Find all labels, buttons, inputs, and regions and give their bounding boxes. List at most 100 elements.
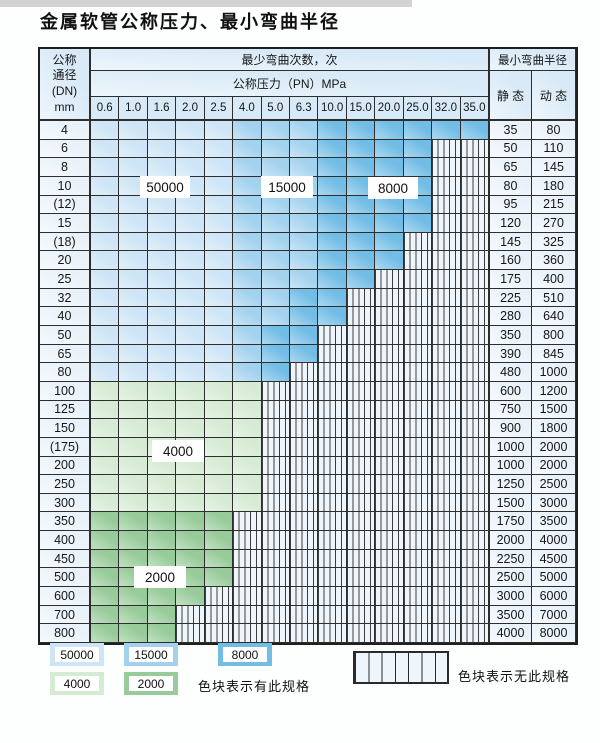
cell-700-25.0-nospec xyxy=(403,605,433,625)
cell-150-2.0-4000 xyxy=(176,419,205,438)
cell-8-10.0-8000 xyxy=(318,158,347,177)
cell-250-20.0-nospec xyxy=(375,475,404,494)
cell-400-35.0-nospec xyxy=(460,531,489,550)
cell-50-6.3-8000 xyxy=(290,326,319,345)
cell-25-0.6-50000 xyxy=(91,270,120,289)
header-pressure-5.0: 5.0 xyxy=(261,97,290,121)
cell-150-4.0-4000 xyxy=(233,419,262,438)
cell-(12)-32.0-nospec xyxy=(432,195,461,215)
cell-(175)-6.3-nospec xyxy=(290,437,319,457)
cell-20-15.0-8000 xyxy=(346,251,376,271)
cell-450-5.0-nospec xyxy=(261,549,290,569)
cell-150-15.0-nospec xyxy=(346,419,376,438)
cell-80-15.0-nospec xyxy=(346,363,376,382)
band-label-15000: 15000 xyxy=(261,176,313,198)
dn-cell-600: 600 xyxy=(40,587,91,606)
dynamic-cell-125: 1500 xyxy=(532,400,576,420)
cell-200-20.0-nospec xyxy=(375,456,404,476)
cell-50-1.6-50000 xyxy=(147,326,177,345)
header-dn-line: 通径 xyxy=(52,68,77,83)
dynamic-cell-800: 8000 xyxy=(532,624,576,643)
cell-6-0.6-50000 xyxy=(91,139,120,159)
dn-cell-6: 6 xyxy=(40,139,91,159)
cell-800-10.0-nospec xyxy=(318,624,347,643)
cell-125-2.0-4000 xyxy=(176,400,205,420)
cell-450-6.3-nospec xyxy=(290,549,319,569)
cell-15-20.0-8000 xyxy=(375,214,404,233)
dn-cell-32: 32 xyxy=(40,288,91,308)
cell-350-6.3-nospec xyxy=(290,512,319,532)
cell-65-2.5-50000 xyxy=(204,344,234,364)
cell-(18)-25.0-nospec xyxy=(403,232,433,252)
cell-(12)-1.6-50000 xyxy=(147,195,177,215)
cell-400-15.0-nospec xyxy=(346,531,376,550)
cell-200-5.0-nospec xyxy=(261,456,290,476)
cell-25-5.0-15000 xyxy=(261,270,290,289)
cell-6-4.0-15000 xyxy=(233,139,262,159)
cell-200-25.0-nospec xyxy=(403,456,433,476)
cell-450-15.0-nospec xyxy=(346,549,376,569)
cell-300-6.3-nospec xyxy=(290,493,319,513)
band-label-8000: 8000 xyxy=(368,177,418,199)
cell-450-20.0-nospec xyxy=(375,549,404,569)
cell-600-15.0-nospec xyxy=(346,587,376,606)
cell-800-1.0-2000 xyxy=(119,624,148,643)
cell-500-6.3-nospec xyxy=(290,568,319,588)
cell-65-1.6-50000 xyxy=(147,344,177,364)
cell-40-2.0-50000 xyxy=(176,307,205,327)
cell-40-32.0-nospec xyxy=(432,307,461,327)
static-cell-150: 900 xyxy=(489,419,532,438)
cell-8-0.6-50000 xyxy=(91,158,120,177)
cell-600-1.0-2000 xyxy=(119,587,148,606)
cell-350-25.0-nospec xyxy=(403,512,433,532)
cell-700-2.0-nospec xyxy=(176,605,205,625)
cell-80-35.0-nospec xyxy=(460,363,489,382)
cell-800-1.6-2000 xyxy=(147,624,177,643)
dynamic-cell-150: 1800 xyxy=(532,419,576,438)
legend-swatch-4000: 4000 xyxy=(50,672,104,695)
cell-250-2.5-4000 xyxy=(204,475,234,494)
cell-8-6.3-15000 xyxy=(290,158,319,177)
cell-4-2.0-50000 xyxy=(176,121,205,140)
cell-125-6.3-nospec xyxy=(290,400,319,420)
cell-8-1.0-50000 xyxy=(119,158,148,177)
cell-600-25.0-nospec xyxy=(403,587,433,606)
cell-20-32.0-nospec xyxy=(432,251,461,271)
cell-80-32.0-nospec xyxy=(432,363,461,382)
header-dynamic: 动 态 xyxy=(532,71,576,121)
cell-(175)-4.0-4000 xyxy=(233,437,262,457)
cell-125-1.6-4000 xyxy=(147,400,177,420)
cell-250-4.0-4000 xyxy=(233,475,262,494)
cell-(12)-2.0-50000 xyxy=(176,195,205,215)
cell-300-25.0-nospec xyxy=(403,493,433,513)
static-cell-800: 4000 xyxy=(489,624,532,643)
cell-40-6.3-8000 xyxy=(290,307,319,327)
dynamic-cell-80: 1000 xyxy=(532,363,576,382)
dynamic-cell-40: 640 xyxy=(532,307,576,327)
cell-700-35.0-nospec xyxy=(460,605,489,625)
cell-8-32.0-nospec xyxy=(432,158,461,177)
cell-150-35.0-nospec xyxy=(460,419,489,438)
dn-cell-500: 500 xyxy=(40,568,91,588)
header-min-bend-radius: 最小弯曲半径 xyxy=(489,49,576,71)
cell-40-1.0-50000 xyxy=(119,307,148,327)
cell-25-35.0-nospec xyxy=(460,270,489,289)
cell-(12)-15.0-8000 xyxy=(346,195,376,215)
cell-200-1.0-4000 xyxy=(119,456,148,476)
cell-500-0.6-2000 xyxy=(91,568,120,588)
cell-4-32.0-8000 xyxy=(432,121,461,140)
cell-100-32.0-nospec xyxy=(432,381,461,401)
cell-400-4.0-nospec xyxy=(233,531,262,550)
cell-40-25.0-nospec xyxy=(403,307,433,327)
legend-swatch-label: 8000 xyxy=(223,647,267,662)
dynamic-cell-350: 3500 xyxy=(532,512,576,532)
dn-cell-300: 300 xyxy=(40,493,91,513)
static-cell-700: 3500 xyxy=(489,605,532,625)
cell-200-4.0-4000 xyxy=(233,456,262,476)
cell-250-5.0-nospec xyxy=(261,475,290,494)
cell-450-2.0-2000 xyxy=(176,549,205,569)
cell-15-6.3-15000 xyxy=(290,214,319,233)
cell-40-2.5-50000 xyxy=(204,307,234,327)
cell-6-5.0-15000 xyxy=(261,139,290,159)
cell-125-10.0-nospec xyxy=(318,400,347,420)
